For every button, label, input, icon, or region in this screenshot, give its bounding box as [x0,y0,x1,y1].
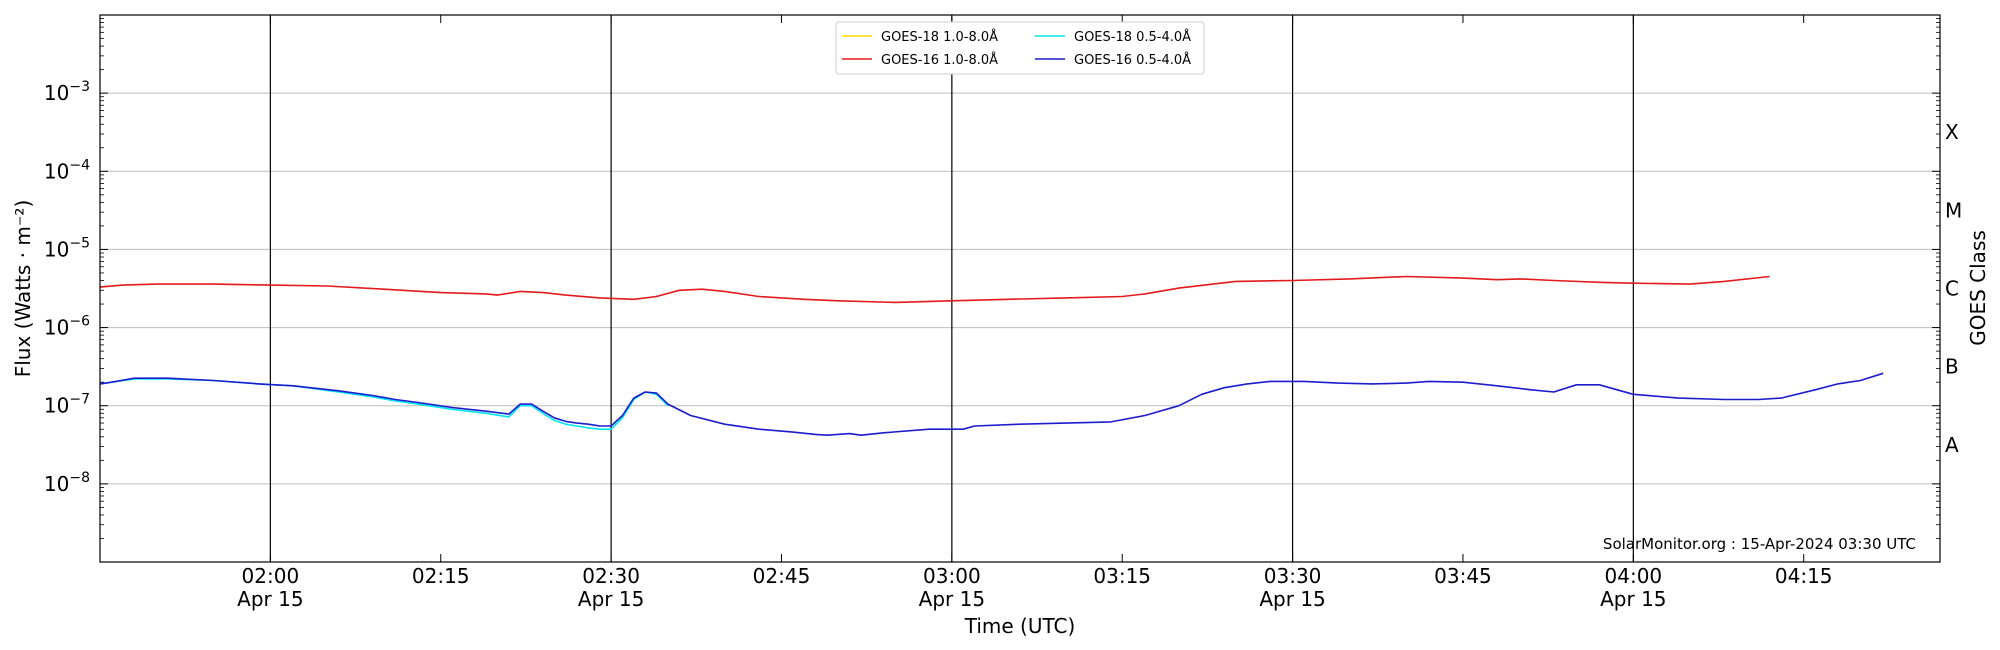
x-tick-label: 04:00 [1605,564,1663,588]
x-tick-label: 02:45 [753,564,811,588]
y-tick-label: 10−4 [44,157,90,183]
legend-label: GOES-16 1.0-8.0Å [881,52,998,68]
legend-label: GOES-18 0.5-4.0Å [1074,29,1191,45]
goes-class-label: X [1945,120,1959,144]
series-line [99,378,669,431]
goes-class-axis-label: GOES Class [1966,230,1990,346]
legend-box [835,21,1205,75]
plot-frame [99,14,1941,563]
x-tick-label: 02:30 [582,564,640,588]
tick-layer [100,14,1940,563]
y-axis-label: Flux (Watts · m⁻²) [11,200,35,378]
legend-items: GOES-18 1.0-8.0Å GOES-18 0.5-4.0Å GOES-16 … [842,29,1191,68]
x-tick-label: 02:00 [242,564,300,588]
credit-text: SolarMonitor.org : 15-Apr-2024 03:30 UTC [1603,535,1916,553]
goes-class-label: M [1945,198,1962,222]
y-tick-label: 10−3 [44,79,90,105]
x-tick-date-label: Apr 15 [237,587,303,611]
series-line [99,275,1770,304]
x-tick-date-label: Apr 15 [919,587,985,611]
series-layer [99,275,1884,437]
x-tick-date-label: Apr 15 [1259,587,1325,611]
y-tick-label: 10−6 [44,314,90,340]
x-tick-label: 03:30 [1264,564,1322,588]
goes-class-labels: A B C M X [1945,120,1962,457]
legend-label: GOES-16 0.5-4.0Å [1074,52,1191,68]
x-tick-label: 03:00 [923,564,981,588]
x-tick-date-label: Apr 15 [578,587,644,611]
series-line [99,372,1884,437]
legend-label: GOES-18 1.0-8.0Å [881,29,998,45]
x-tick-label: 03:45 [1434,564,1492,588]
x-tick-date-label: Apr 15 [1600,587,1666,611]
y-tick-label: 10−7 [44,392,90,418]
legend: GOES-18 1.0-8.0Å GOES-18 0.5-4.0Å GOES-16 … [835,21,1205,75]
y-tick-labels: 10−8 10−7 10−6 10−5 10−4 10−3 [44,79,90,496]
x-tick-label: 03:15 [1093,564,1151,588]
vertical-lines-layer [269,15,1634,562]
goes-class-label: A [1945,433,1959,457]
goes-class-label: C [1945,277,1959,301]
x-tick-label: 04:15 [1775,564,1833,588]
x-tick-label: 02:15 [412,564,470,588]
y-tick-label: 10−5 [44,235,90,261]
goes-class-label: B [1945,355,1959,379]
y-tick-label: 10−8 [44,470,90,496]
x-axis-label: Time (UTC) [964,614,1076,638]
